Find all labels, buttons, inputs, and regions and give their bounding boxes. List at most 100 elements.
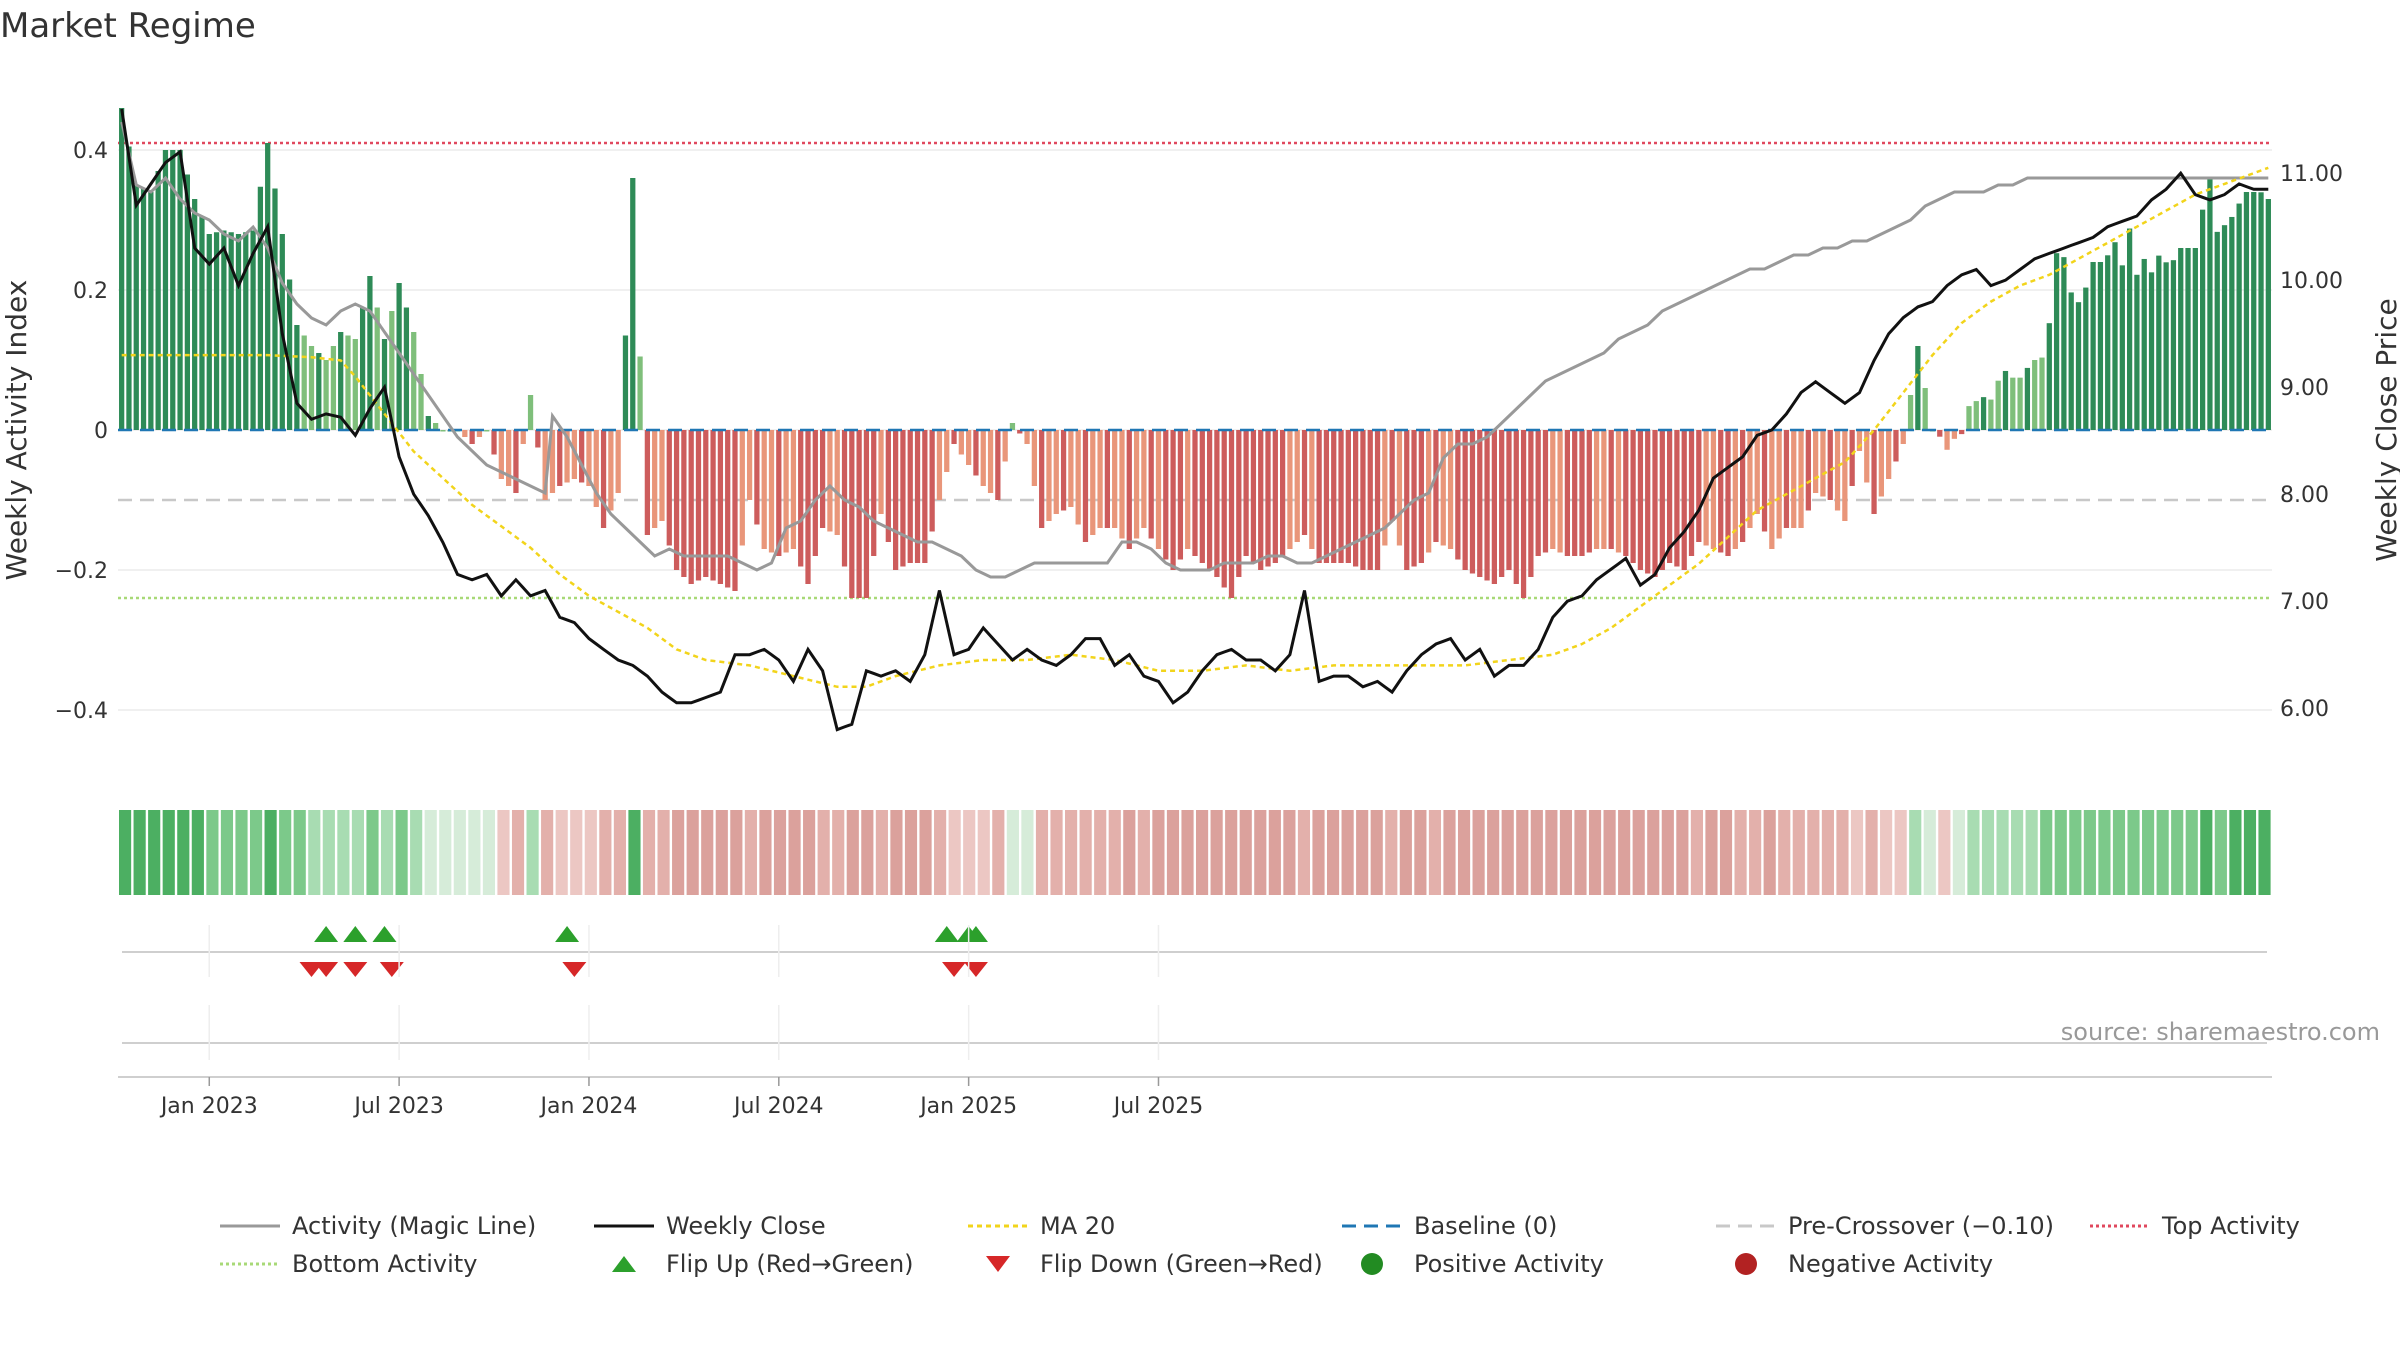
activity-bar	[1856, 430, 1863, 451]
regime-cell	[337, 810, 350, 895]
regime-cell	[395, 810, 408, 895]
regime-cell	[1399, 810, 1412, 895]
regime-cell	[497, 810, 510, 895]
activity-bar	[600, 430, 607, 528]
regime-cell	[1952, 810, 1965, 895]
activity-bar	[754, 430, 760, 525]
activity-bar	[2265, 199, 2271, 430]
activity-bar	[783, 430, 789, 553]
x-axis: Jan 2023 Jul 2023 Jan 2024 Jul 2024 Jan 2025…	[118, 925, 2272, 1119]
activity-bar	[1104, 430, 1111, 528]
activity-bar	[1820, 430, 1826, 497]
regime-cell	[904, 810, 918, 895]
regime-cell	[162, 810, 175, 895]
activity-bar	[1718, 430, 1724, 553]
activity-bar	[710, 430, 716, 581]
activity-bar	[966, 430, 972, 465]
regime-cell	[1166, 810, 1180, 895]
activity-bar	[1272, 430, 1278, 563]
activity-bar	[1842, 430, 1848, 521]
regime-cell	[1778, 810, 1791, 895]
activity-bar	[2119, 265, 2125, 430]
activity-bar	[1404, 430, 1410, 570]
activity-bar	[148, 192, 154, 430]
regime-cell	[1370, 810, 1383, 895]
activity-bar	[1623, 430, 1629, 556]
activity-bar	[1783, 430, 1790, 528]
activity-bar	[1206, 430, 1213, 570]
activity-bar	[652, 430, 658, 528]
activity-bar	[827, 430, 833, 532]
activity-bar	[352, 339, 358, 430]
activity-bar	[1674, 430, 1680, 567]
flip-up-marker	[963, 926, 988, 942]
activity-bar	[2251, 192, 2257, 430]
activity-bar	[1944, 430, 1950, 450]
activity-bar	[878, 430, 884, 514]
activity-bar	[294, 325, 300, 430]
activity-bar	[1433, 430, 1439, 542]
activity-bar	[1031, 430, 1037, 486]
activity-bar	[1309, 430, 1315, 549]
regime-cell	[511, 810, 525, 895]
y-left-tick-label: 0	[94, 419, 108, 444]
activity-bar	[1447, 430, 1454, 549]
regime-cell	[1356, 810, 1369, 895]
activity-bar	[1966, 406, 1972, 430]
activity-bar	[1608, 430, 1614, 549]
regime-cell	[599, 810, 612, 895]
regime-cell	[133, 810, 146, 895]
activity-bar	[2039, 357, 2045, 430]
regime-cell	[482, 810, 496, 895]
activity-bar	[1601, 430, 1607, 549]
regime-cell	[613, 810, 626, 895]
activity-bar	[557, 430, 563, 486]
regime-cell	[1428, 810, 1442, 895]
regime-cell	[380, 810, 394, 895]
activity-bar	[593, 430, 599, 507]
activity-bar	[411, 332, 417, 430]
activity-bar	[761, 430, 767, 549]
activity-bar	[790, 430, 797, 549]
activity-bar	[1316, 430, 1322, 563]
activity-bar	[987, 430, 994, 493]
regime-cell	[1108, 810, 1121, 895]
activity-bar	[2090, 262, 2096, 430]
activity-bar	[695, 430, 702, 581]
activity-bar	[1995, 380, 2001, 430]
regime-cell	[453, 810, 466, 895]
activity-bar	[1732, 430, 1738, 549]
activity-bar	[1579, 430, 1585, 556]
regime-cell	[1472, 810, 1485, 895]
activity-bar	[308, 346, 315, 430]
activity-bar	[1243, 430, 1249, 556]
activity-bar	[265, 143, 271, 430]
activity-bar	[1506, 430, 1512, 570]
regime-cell	[1894, 810, 1907, 895]
activity-bar	[2185, 248, 2191, 430]
regime-cell	[1414, 810, 1427, 895]
regime-cell	[584, 810, 597, 895]
regime-cell	[788, 810, 801, 895]
activity-bar	[1411, 430, 1417, 567]
activity-bar	[316, 353, 322, 430]
regime-cell	[992, 810, 1005, 895]
activity-bar	[586, 430, 592, 486]
regime-cell	[919, 810, 932, 895]
activity-bar	[798, 430, 804, 567]
activity-bar	[425, 416, 431, 430]
activity-bar	[1360, 430, 1366, 570]
regime-cell	[410, 810, 423, 895]
regime-cell	[541, 810, 554, 895]
activity-bar	[2061, 257, 2067, 430]
legend-label: Flip Up (Red→Green)	[666, 1250, 914, 1278]
activity-bar	[250, 230, 256, 430]
activity-bar	[1053, 430, 1059, 514]
regime-cell	[439, 810, 452, 895]
regime-cell	[846, 810, 859, 895]
activity-bar	[513, 430, 519, 493]
activity-bar	[2075, 302, 2082, 430]
activity-bar	[1988, 399, 1994, 430]
activity-bar	[1148, 430, 1154, 539]
activity-bar	[1791, 430, 1797, 528]
